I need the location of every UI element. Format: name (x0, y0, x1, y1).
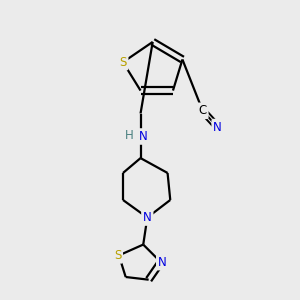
Text: N: N (158, 256, 167, 268)
Text: C: C (199, 104, 207, 117)
Text: H: H (125, 129, 134, 142)
Text: N: N (213, 121, 222, 134)
Text: N: N (143, 211, 152, 224)
Text: S: S (114, 249, 121, 262)
Text: N: N (139, 130, 148, 143)
Text: S: S (119, 56, 127, 69)
